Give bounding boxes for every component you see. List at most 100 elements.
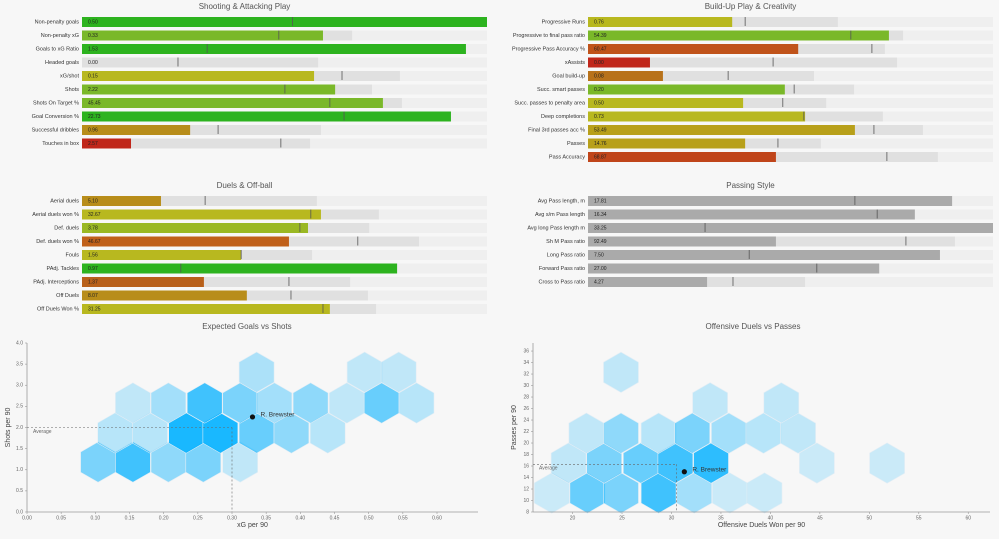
value-bar (82, 196, 161, 206)
value-bar (82, 277, 204, 287)
value-label: 92.49 (594, 239, 607, 245)
value-label: 0.50 (594, 100, 604, 106)
player-label: R. Brewster (692, 466, 727, 473)
value-label: 1.53 (88, 46, 98, 52)
x-tick-label: 45 (817, 515, 823, 521)
row-label: Passes (567, 141, 585, 147)
value-label: 1.56 (88, 252, 98, 258)
value-label: 2.57 (88, 141, 98, 147)
x-tick-label: 0.20 (159, 515, 169, 521)
hex-bin (115, 441, 151, 483)
panel-title: Shooting & Attacking Play (199, 2, 291, 11)
value-label: 27.00 (594, 266, 607, 272)
x-tick-label: 0.40 (295, 515, 305, 521)
value-label: 0.00 (594, 60, 604, 66)
y-tick-label: 20 (523, 440, 529, 446)
x-tick-label: 0.60 (432, 515, 442, 521)
y-tick-label: 34 (523, 360, 529, 366)
value-label: 4.27 (594, 279, 604, 285)
y-axis-label: Shots per 90 (5, 408, 12, 448)
row-label: Touches in box (42, 141, 79, 147)
value-label: 3.78 (88, 225, 98, 231)
value-bar (82, 30, 323, 41)
y-tick-label: 16 (523, 463, 529, 469)
value-bar (82, 209, 321, 220)
row-label: Def. duels (54, 225, 79, 231)
hex-bin (780, 412, 816, 454)
row-label: Forward Pass ratio (539, 266, 585, 272)
value-bar (82, 84, 336, 95)
player-label: R. Brewster (261, 412, 296, 419)
hex-bin (746, 472, 783, 514)
value-label: 0.08 (594, 73, 604, 79)
row-label: Shots On Target % (33, 100, 79, 106)
row-label: Aerial duels won % (32, 212, 79, 218)
value-label: 31.25 (88, 306, 101, 312)
value-label: 0.73 (594, 114, 604, 120)
row-label: Def. duels won % (36, 239, 79, 245)
hex-bin (799, 442, 835, 484)
value-label: 0.00 (88, 60, 98, 66)
value-bar (82, 236, 289, 247)
value-bar (588, 57, 650, 68)
value-label: 0.15 (88, 73, 98, 79)
hex-bin (763, 382, 800, 424)
x-tick-label: 20 (570, 515, 576, 521)
y-tick-label: 4.0 (16, 340, 23, 346)
value-label: 17.81 (594, 198, 607, 204)
value-bar (588, 125, 855, 135)
x-tick-label: 35 (718, 515, 724, 521)
x-axis-label: xG per 90 (237, 522, 268, 529)
x-tick-label: 0.15 (125, 515, 135, 521)
y-tick-label: 36 (523, 348, 529, 354)
value-bar (588, 84, 785, 95)
value-bar (82, 223, 308, 233)
value-bar (588, 152, 776, 162)
value-bar (588, 71, 663, 81)
y-tick-label: 3.0 (16, 383, 23, 389)
row-label: Goals to xG Ratio (36, 46, 79, 52)
row-label: Succ. passes to penalty area (514, 100, 586, 106)
row-label: Long Pass ratio (547, 252, 585, 258)
hex-bin (115, 382, 151, 424)
x-tick-label: 0.05 (56, 515, 66, 521)
value-label: 0.20 (594, 87, 604, 93)
x-tick-label: 40 (768, 515, 774, 521)
y-tick-label: 10 (523, 498, 529, 504)
y-tick-label: 14 (523, 475, 529, 481)
row-label: Goal build-up (552, 73, 585, 79)
x-tick-label: 0.35 (261, 515, 271, 521)
x-tick-label: 50 (867, 515, 873, 521)
value-bar (588, 196, 953, 206)
value-bar (82, 290, 247, 301)
x-tick-label: 0.00 (22, 515, 32, 521)
value-label: 16.34 (594, 212, 607, 218)
range-bar (82, 57, 319, 68)
row-label: Off Duels Won % (37, 306, 79, 312)
y-tick-label: 8 (526, 509, 529, 515)
range-bar (588, 57, 898, 68)
y-tick-label: 0.5 (16, 488, 23, 494)
x-axis-label: Offensive Duels Won per 90 (718, 522, 805, 529)
range-bar (82, 138, 311, 149)
y-tick-label: 18 (523, 452, 529, 458)
y-tick-label: 1.5 (16, 446, 23, 452)
y-tick-label: 12 (523, 486, 529, 492)
value-label: 68.87 (594, 154, 607, 160)
row-label: Aerial duels (50, 198, 79, 204)
x-tick-label: 60 (965, 515, 971, 521)
hex-bin (238, 351, 275, 393)
x-tick-label: 0.55 (398, 515, 408, 521)
row-label: Shots (65, 87, 79, 93)
hex-bin (150, 382, 187, 424)
value-label: 0.50 (88, 19, 98, 25)
value-label: 1.37 (88, 279, 98, 285)
row-label: Pass Accuracy (549, 154, 585, 160)
row-label: Sh M Pass ratio (546, 239, 585, 245)
value-bar (588, 30, 889, 41)
value-bar (82, 111, 451, 122)
row-label: Goal Conversion % (32, 114, 79, 120)
value-bar (588, 98, 744, 108)
value-bar (82, 263, 398, 274)
